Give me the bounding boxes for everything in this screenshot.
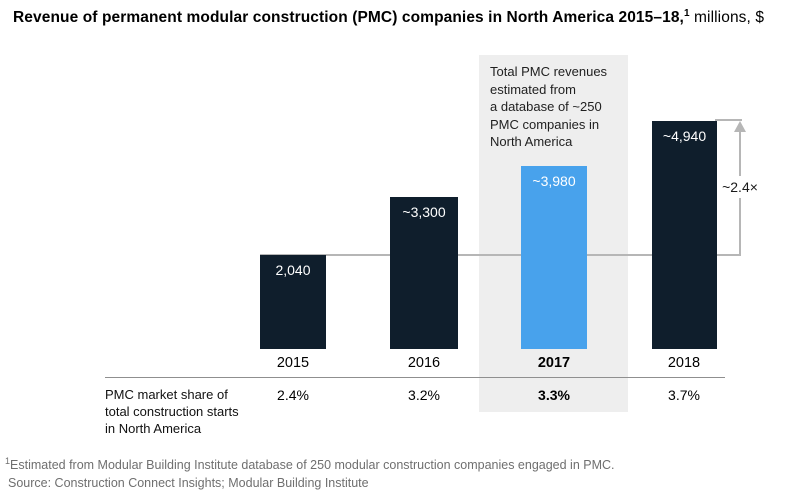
chart-title-bold: Revenue of permanent modular constructio… <box>13 9 684 27</box>
reference-line-2015-level <box>260 254 741 256</box>
footnote-1-marker: 1 <box>5 456 11 466</box>
footnote-1-text: Estimated from Modular Building Institut… <box>10 458 615 473</box>
footnote-1: 1Estimated from Modular Building Institu… <box>5 456 615 472</box>
chart-title: Revenue of permanent modular constructio… <box>13 8 793 27</box>
bar-value-2016: ~3,300 <box>402 204 446 220</box>
market-share-2016: 3.2% <box>408 387 440 403</box>
bar-2016: ~3,300 <box>390 197 458 349</box>
bar-value-2017: ~3,980 <box>532 173 576 189</box>
market-share-2018: 3.7% <box>668 387 700 403</box>
growth-multiple-label: ~2.4× <box>721 176 759 198</box>
bar-2018: ~4,940 <box>652 121 717 349</box>
bar-2015: 2,040 <box>260 255 326 349</box>
title-footnote-marker: 1 <box>683 8 690 19</box>
source-line: Source: Construction Connect Insights; M… <box>8 476 369 490</box>
axis-label-2015: 2015 <box>276 355 310 371</box>
axis-label-2016: 2016 <box>407 355 441 371</box>
bar-value-2015: 2,040 <box>275 262 311 278</box>
annotation-text: Total PMC revenues estimated from a data… <box>490 64 608 149</box>
bar-value-2018: ~4,940 <box>662 128 707 144</box>
reference-line-2018-level <box>715 119 742 121</box>
growth-arrow-up-icon <box>734 121 746 132</box>
market-share-2017: 3.3% <box>538 387 570 403</box>
table-divider-line <box>105 377 725 378</box>
chart-title-units: millions, $ <box>689 9 765 27</box>
market-share-2015: 2.4% <box>277 387 309 403</box>
bar-2017-highlighted: ~3,980 <box>521 166 587 349</box>
market-share-row-label: PMC market share of total construction s… <box>105 387 239 436</box>
axis-label-2018: 2018 <box>667 355 701 371</box>
axis-label-2017: 2017 <box>537 355 571 371</box>
